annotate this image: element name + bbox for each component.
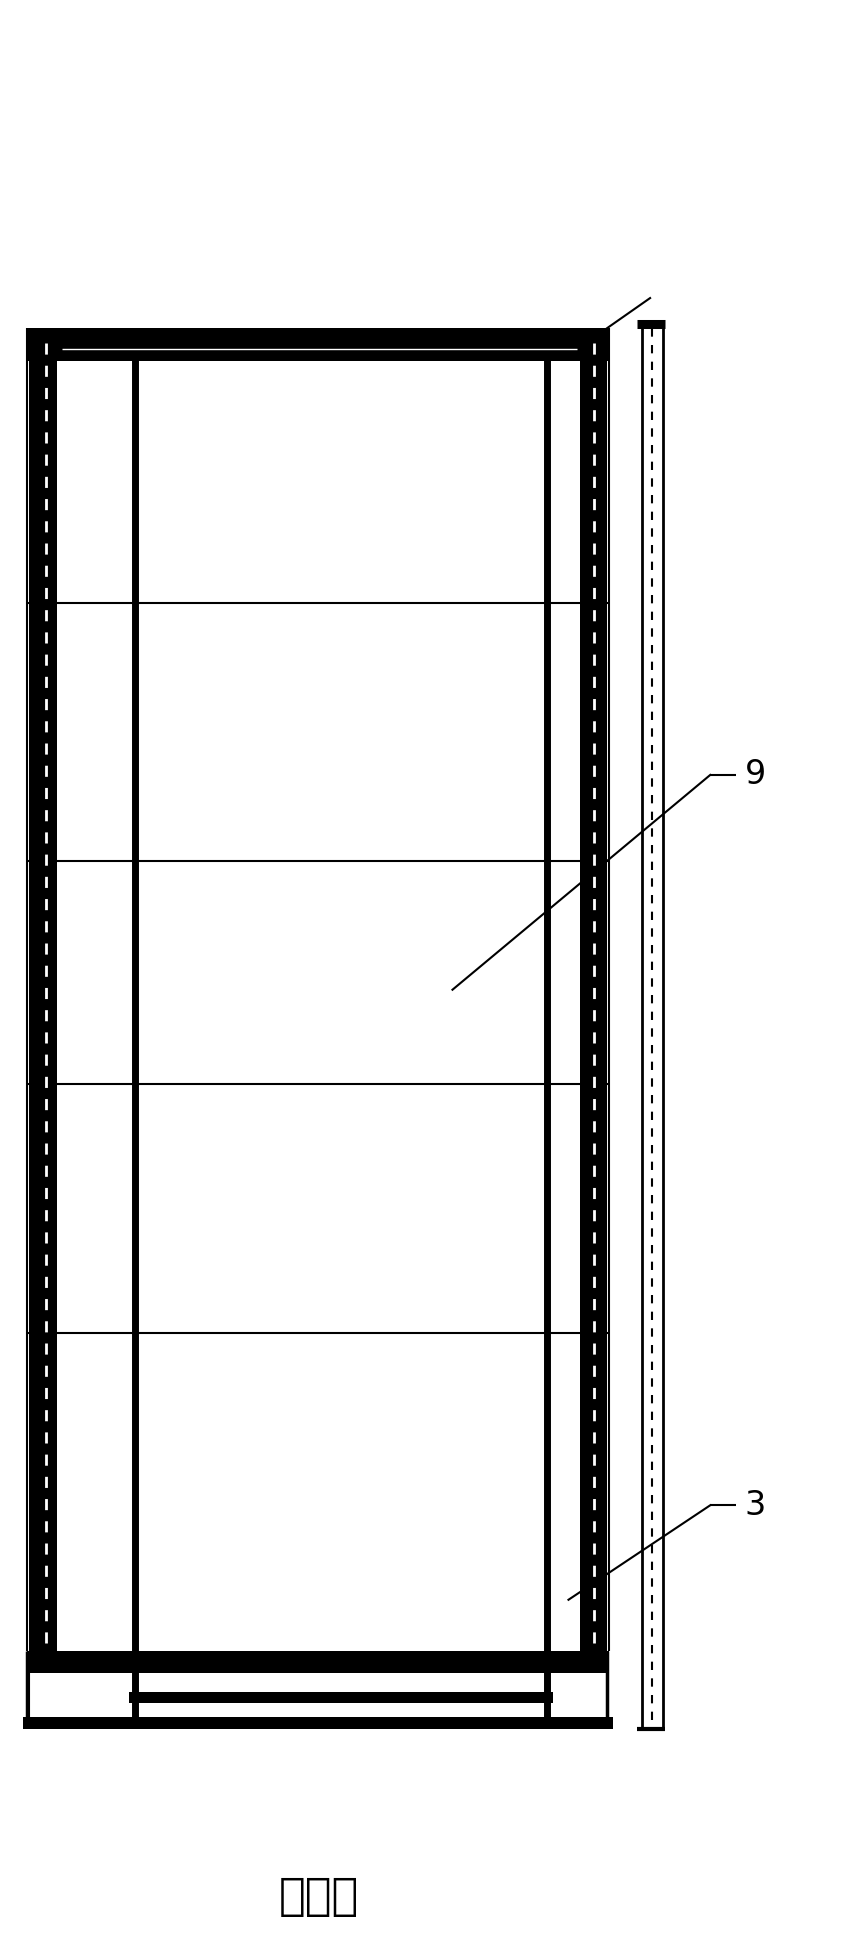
Bar xyxy=(579,328,606,1652)
Text: 3: 3 xyxy=(744,1488,765,1521)
Bar xyxy=(29,328,57,1652)
Bar xyxy=(128,1693,553,1702)
Text: 9: 9 xyxy=(744,759,765,792)
Bar xyxy=(28,328,608,361)
Text: 侧面图: 侧面图 xyxy=(279,1874,359,1917)
Bar xyxy=(23,1718,612,1728)
Bar xyxy=(28,1652,608,1673)
